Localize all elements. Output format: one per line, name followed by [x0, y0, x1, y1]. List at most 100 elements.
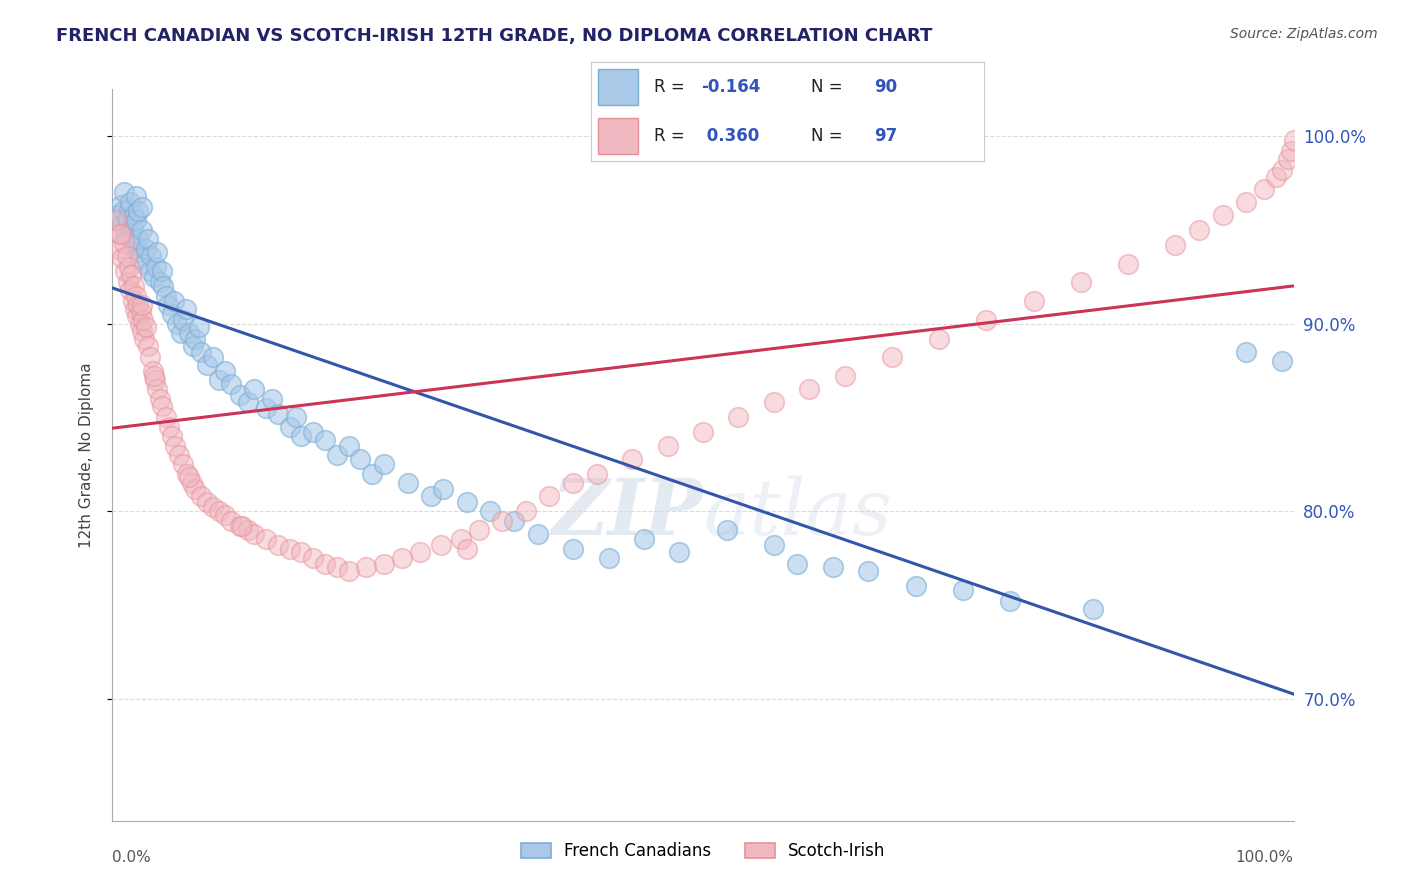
FancyBboxPatch shape — [599, 70, 638, 104]
Point — [349, 451, 371, 466]
Point — [278, 419, 301, 434]
Y-axis label: 12th Grade, No Diploma: 12th Grade, No Diploma — [79, 362, 94, 548]
Point — [456, 541, 478, 556]
Point — [219, 514, 242, 528]
Point — [141, 249, 163, 263]
Point — [142, 369, 165, 384]
Point — [127, 204, 149, 219]
Point — [1279, 144, 1302, 158]
Point — [254, 533, 277, 547]
Point — [174, 301, 197, 316]
Point — [157, 419, 180, 434]
Point — [125, 189, 148, 203]
Point — [716, 523, 738, 537]
Point — [904, 579, 927, 593]
Point — [356, 560, 378, 574]
Point — [238, 395, 260, 409]
Point — [267, 407, 290, 421]
Point — [127, 298, 149, 312]
Text: R =: R = — [654, 78, 689, 96]
Point — [127, 309, 149, 323]
Point — [799, 382, 821, 396]
Point — [762, 538, 785, 552]
Point — [396, 476, 419, 491]
Point — [1234, 344, 1257, 359]
Point — [115, 211, 138, 226]
Point — [112, 186, 135, 200]
Point — [391, 551, 413, 566]
Point — [195, 495, 218, 509]
Point — [1022, 294, 1045, 309]
Point — [156, 298, 179, 312]
Point — [278, 541, 301, 556]
Point — [152, 279, 174, 293]
Point — [122, 208, 145, 222]
Point — [115, 249, 138, 263]
Point — [107, 242, 129, 256]
Point — [125, 213, 148, 227]
Point — [290, 545, 312, 559]
Point — [302, 425, 325, 440]
Point — [118, 260, 141, 275]
Point — [1271, 162, 1294, 177]
Point — [562, 541, 585, 556]
Point — [143, 373, 166, 387]
Point — [129, 305, 152, 319]
Text: N =: N = — [811, 78, 848, 96]
Point — [131, 223, 153, 237]
Point — [135, 242, 157, 256]
FancyBboxPatch shape — [599, 119, 638, 153]
Point — [172, 313, 194, 327]
Point — [821, 560, 844, 574]
Point — [928, 332, 950, 346]
Point — [229, 388, 252, 402]
Point — [181, 339, 204, 353]
Point — [420, 489, 443, 503]
Point — [120, 283, 142, 297]
Point — [479, 504, 502, 518]
Text: 100.0%: 100.0% — [1236, 850, 1294, 865]
Point — [657, 438, 679, 452]
Point — [621, 451, 644, 466]
Point — [361, 467, 384, 481]
Text: Source: ZipAtlas.com: Source: ZipAtlas.com — [1230, 27, 1378, 41]
Point — [166, 317, 188, 331]
Point — [430, 538, 453, 552]
Point — [762, 395, 785, 409]
Point — [692, 425, 714, 440]
Legend: French Canadians, Scotch-Irish: French Canadians, Scotch-Irish — [515, 836, 891, 867]
Point — [120, 194, 142, 209]
Point — [163, 294, 186, 309]
Point — [337, 564, 360, 578]
Text: N =: N = — [811, 127, 848, 145]
Point — [998, 594, 1021, 608]
Point — [160, 429, 183, 443]
Point — [302, 551, 325, 566]
Point — [337, 438, 360, 452]
Point — [180, 476, 202, 491]
Point — [229, 519, 252, 533]
Point — [195, 358, 218, 372]
Point — [139, 264, 162, 278]
Point — [108, 227, 131, 241]
Point — [155, 410, 177, 425]
Point — [243, 382, 266, 396]
Point — [134, 257, 156, 271]
Point — [1253, 181, 1275, 195]
Point — [165, 438, 187, 452]
Point — [120, 223, 142, 237]
Point — [132, 313, 155, 327]
Point — [1282, 133, 1305, 147]
Point — [150, 399, 173, 413]
Point — [231, 519, 253, 533]
Point — [107, 208, 129, 222]
Point — [111, 217, 134, 231]
Point — [1271, 354, 1294, 368]
Point — [190, 344, 212, 359]
Point — [326, 448, 349, 462]
Point — [585, 467, 607, 481]
Point — [150, 264, 173, 278]
Point — [117, 213, 139, 227]
Point — [326, 560, 349, 574]
Point — [149, 276, 172, 290]
